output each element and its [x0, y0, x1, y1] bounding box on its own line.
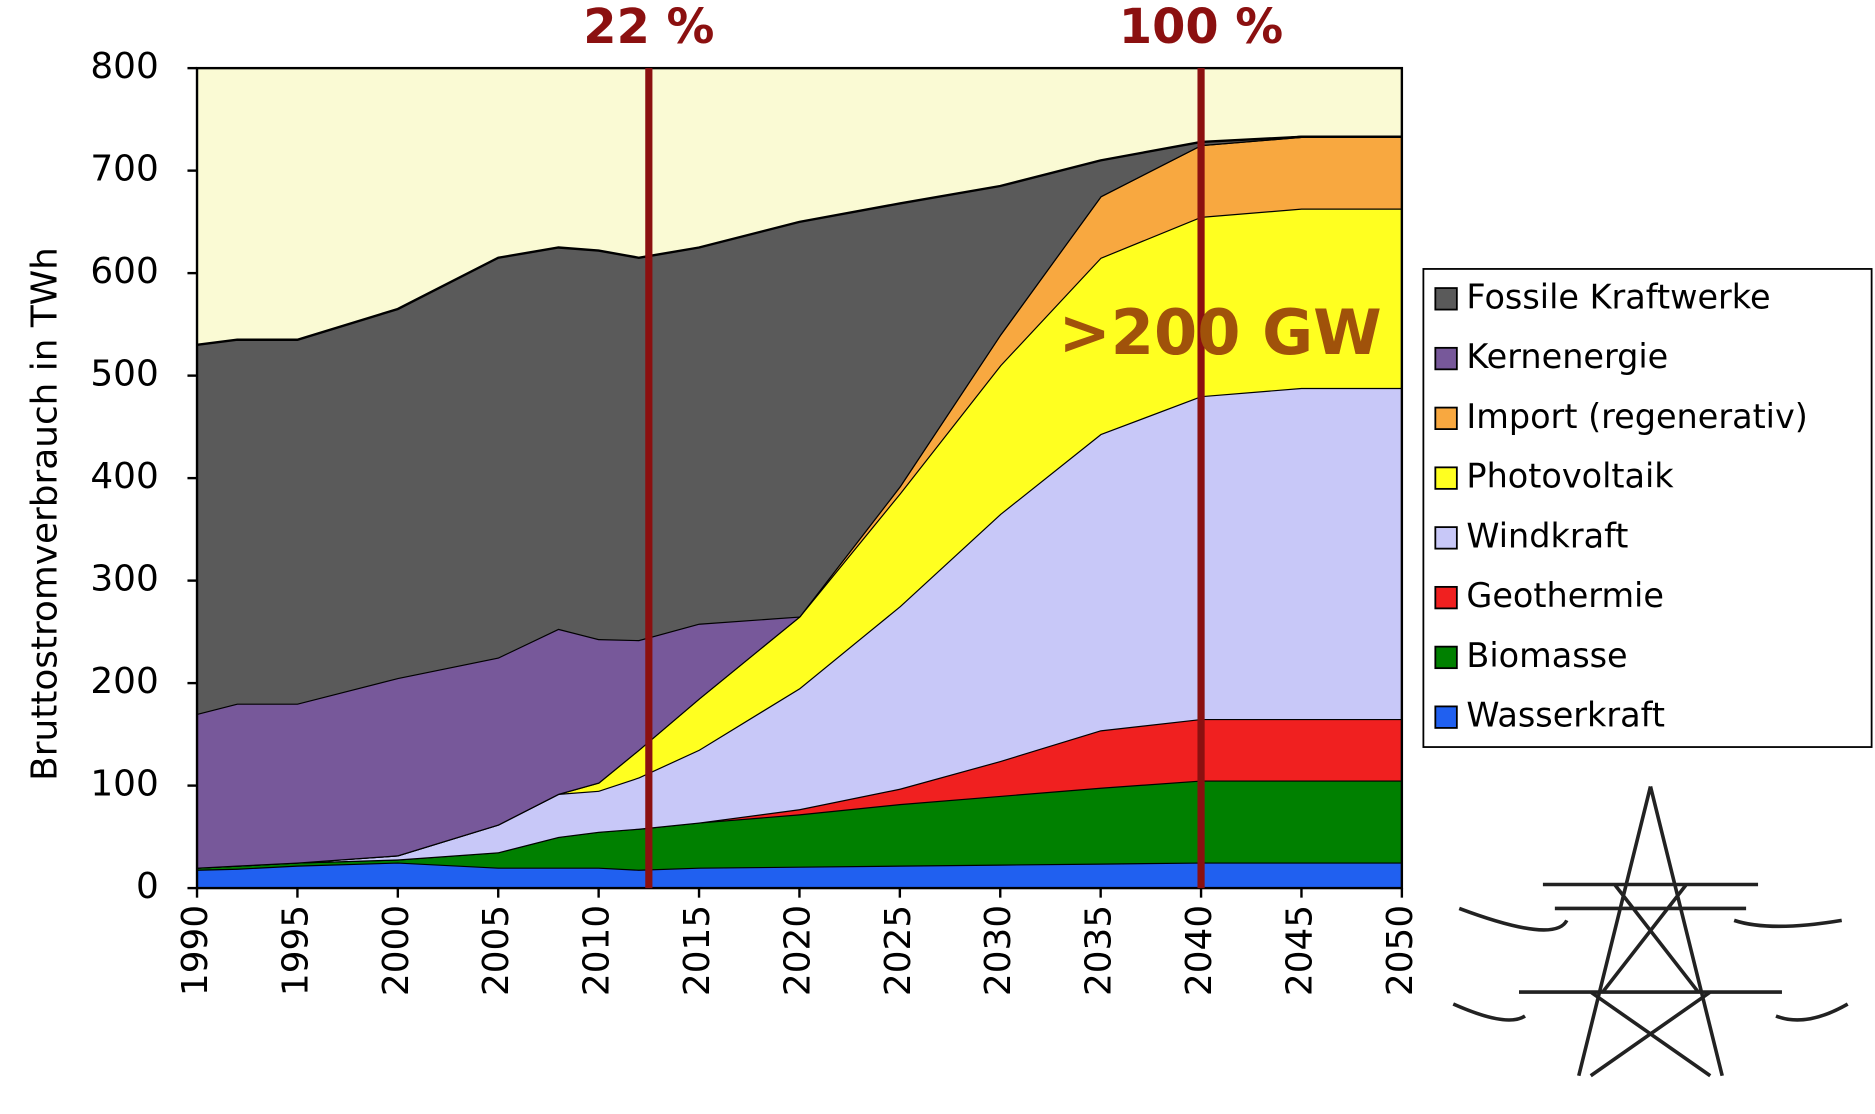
legend-swatch [1435, 467, 1457, 489]
legend-label: Kernenergie [1466, 337, 1668, 376]
legend-swatch [1435, 647, 1457, 669]
x-tick-label: 1995 [275, 905, 316, 996]
y-tick-label: 300 [90, 559, 158, 600]
x-tick-label: 2015 [677, 905, 718, 996]
annotation-label: 22 % [583, 0, 714, 55]
x-tick-label: 1990 [175, 905, 216, 996]
annotation-label: 100 % [1119, 0, 1283, 55]
x-tick-label: 2020 [777, 905, 818, 996]
annotation-label: >200 GW [1059, 296, 1382, 369]
y-tick-label: 600 [90, 251, 158, 292]
x-tick-label: 2035 [1079, 905, 1120, 996]
y-tick-label: 100 [90, 764, 158, 805]
y-tick-label: 200 [90, 661, 158, 702]
legend-label: Biomasse [1466, 636, 1627, 675]
x-tick-label: 2000 [376, 905, 417, 996]
legend-label: Photovoltaik [1466, 457, 1674, 496]
x-tick-label: 2010 [577, 905, 618, 996]
legend-swatch [1435, 706, 1457, 728]
x-tick-label: 2045 [1279, 905, 1320, 996]
legend-label: Fossile Kraftwerke [1466, 277, 1770, 316]
x-tick-label: 2025 [878, 905, 919, 996]
y-tick-label: 400 [90, 456, 158, 497]
x-tick-label: 2050 [1380, 905, 1421, 996]
legend-label: Wasserkraft [1466, 696, 1665, 735]
legend-swatch [1435, 348, 1457, 370]
y-tick-label: 800 [90, 46, 158, 87]
x-tick-label: 2030 [978, 905, 1019, 996]
y-axis-label: Bruttostromverbrauch in TWh [24, 247, 65, 781]
pylon-sketch [1453, 786, 1847, 1075]
y-tick-label: 700 [90, 149, 158, 190]
chart: Bruttostromverbrauch in TWh 0 100 200 300 40… [0, 0, 1875, 1114]
legend-label: Windkraft [1466, 516, 1628, 555]
legend-swatch [1435, 408, 1457, 430]
y-tick-label: 500 [90, 354, 158, 395]
y-tick-label: 0 [136, 866, 159, 907]
x-tick-label: 2040 [1179, 905, 1220, 996]
legend-swatch [1435, 288, 1457, 310]
legend-swatch [1435, 527, 1457, 549]
legend-label: Geothermie [1466, 576, 1664, 615]
legend-label: Import (regenerativ) [1466, 397, 1807, 436]
x-tick-label: 2005 [476, 905, 517, 996]
legend-swatch [1435, 587, 1457, 609]
